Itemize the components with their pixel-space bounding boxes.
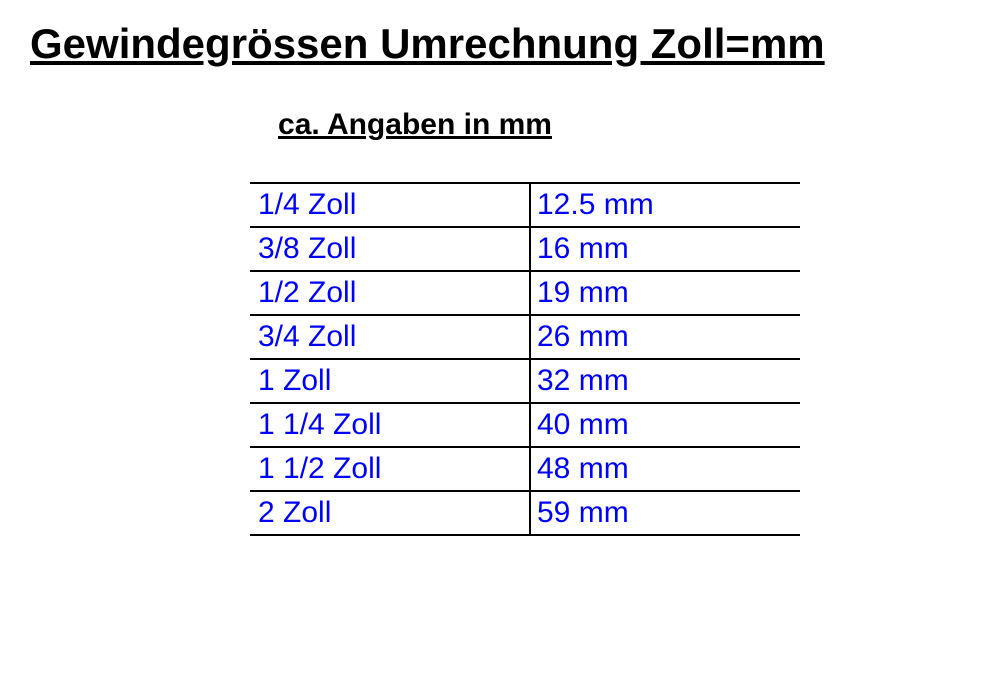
cell-zoll: 1 1/2 Zoll <box>250 447 530 491</box>
cell-mm: 59 mm <box>530 491 800 535</box>
cell-zoll: 3/4 Zoll <box>250 315 530 359</box>
table-row: 2 Zoll 59 mm <box>250 491 800 535</box>
conversion-table-container: 1/4 Zoll 12.5 mm 3/8 Zoll 16 mm 1/2 Zoll… <box>250 182 970 536</box>
cell-mm: 19 mm <box>530 271 800 315</box>
cell-mm: 32 mm <box>530 359 800 403</box>
conversion-table: 1/4 Zoll 12.5 mm 3/8 Zoll 16 mm 1/2 Zoll… <box>250 182 800 536</box>
cell-zoll: 1 Zoll <box>250 359 530 403</box>
cell-mm: 48 mm <box>530 447 800 491</box>
page-subtitle: ca. Angaben in mm <box>140 108 690 142</box>
cell-mm: 16 mm <box>530 227 800 271</box>
cell-zoll: 1/4 Zoll <box>250 183 530 227</box>
cell-mm: 12.5 mm <box>530 183 800 227</box>
table-row: 1/4 Zoll 12.5 mm <box>250 183 800 227</box>
cell-zoll: 2 Zoll <box>250 491 530 535</box>
table-row: 1 1/4 Zoll 40 mm <box>250 403 800 447</box>
cell-mm: 26 mm <box>530 315 800 359</box>
cell-zoll: 1 1/4 Zoll <box>250 403 530 447</box>
table-row: 1 1/2 Zoll 48 mm <box>250 447 800 491</box>
page-title: Gewindegrössen Umrechnung Zoll=mm <box>30 20 970 68</box>
table-row: 3/4 Zoll 26 mm <box>250 315 800 359</box>
table-row: 1 Zoll 32 mm <box>250 359 800 403</box>
cell-zoll: 3/8 Zoll <box>250 227 530 271</box>
cell-zoll: 1/2 Zoll <box>250 271 530 315</box>
table-body: 1/4 Zoll 12.5 mm 3/8 Zoll 16 mm 1/2 Zoll… <box>250 183 800 535</box>
table-row: 1/2 Zoll 19 mm <box>250 271 800 315</box>
table-row: 3/8 Zoll 16 mm <box>250 227 800 271</box>
cell-mm: 40 mm <box>530 403 800 447</box>
